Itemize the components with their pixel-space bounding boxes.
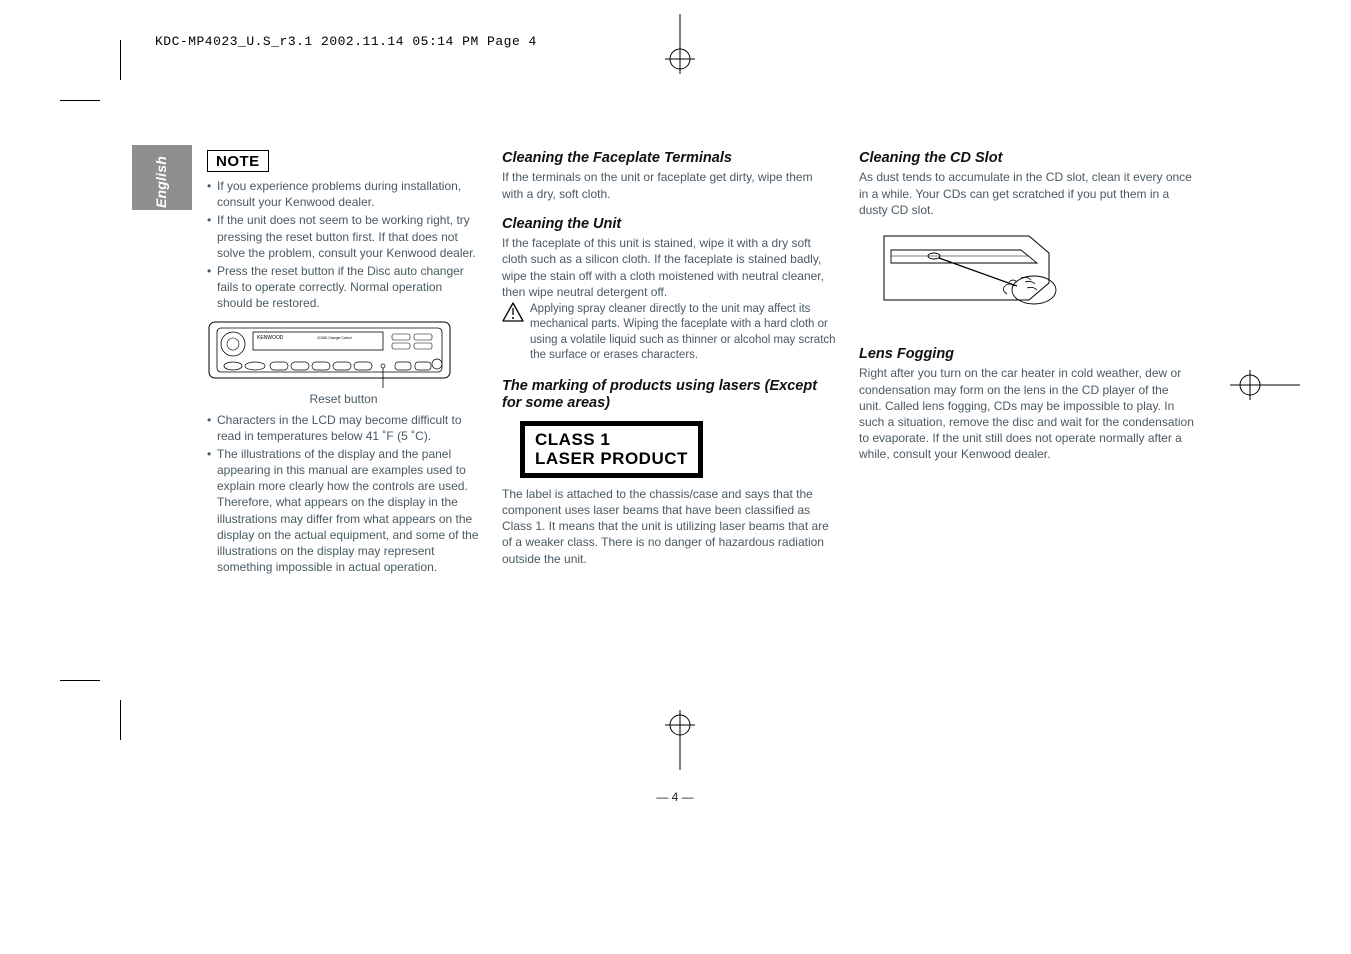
warning-text: Applying spray cleaner directly to the u…	[530, 302, 837, 364]
device-sub-text: CD/MD Changer Control	[317, 336, 352, 340]
registration-mark-right	[1230, 370, 1300, 405]
crop-mark	[120, 700, 121, 740]
note-list-top: If you experience problems during instal…	[207, 178, 480, 312]
language-label: English	[153, 156, 169, 208]
section-cleaning-unit: Cleaning the Unit If the faceplate of th…	[502, 216, 837, 364]
reset-caption: Reset button	[207, 392, 480, 406]
section-title: Cleaning the Unit	[502, 216, 837, 233]
section-body: If the faceplate of this unit is stained…	[502, 235, 837, 300]
laser-product-label: CLASS 1 LASER PRODUCT	[520, 421, 703, 478]
section-cd-slot: Cleaning the CD Slot As dust tends to ac…	[859, 150, 1194, 328]
section-lens-fogging: Lens Fogging Right after you turn on the…	[859, 346, 1194, 463]
laser-line1: CLASS 1	[535, 430, 688, 450]
section-body: Right after you turn on the car heater i…	[859, 365, 1194, 462]
warning-icon	[502, 302, 524, 327]
laser-line2: LASER PRODUCT	[535, 449, 688, 469]
section-laser: The marking of products using lasers (Ex…	[502, 378, 837, 567]
crop-mark	[120, 40, 121, 80]
note-heading: NOTE	[207, 150, 269, 172]
list-item: If the unit does not seem to be working …	[207, 212, 480, 261]
note-list-bottom: Characters in the LCD may become difficu…	[207, 412, 480, 576]
section-title: Cleaning the CD Slot	[859, 150, 1194, 167]
section-faceplate: Cleaning the Faceplate Terminals If the …	[502, 150, 837, 202]
section-body: As dust tends to accumulate in the CD sl…	[859, 169, 1194, 218]
section-title: Lens Fogging	[859, 346, 1194, 363]
crop-mark	[60, 100, 100, 101]
section-title: The marking of products using lasers (Ex…	[502, 378, 837, 413]
print-job-header: KDC-MP4023_U.S_r3.1 2002.11.14 05:14 PM …	[155, 34, 537, 49]
page-number: — 4 —	[135, 790, 1215, 804]
column-3: Cleaning the CD Slot As dust tends to ac…	[859, 150, 1194, 581]
device-brand-text: KENWOOD	[257, 335, 284, 341]
page-content: English NOTE If you experience problems …	[135, 150, 1215, 581]
section-body: If the terminals on the unit or faceplat…	[502, 169, 837, 201]
registration-mark-bottom	[665, 710, 695, 775]
list-item: Press the reset button if the Disc auto …	[207, 263, 480, 312]
list-item: The illustrations of the display and the…	[207, 446, 480, 576]
column-1: NOTE If you experience problems during i…	[135, 150, 480, 581]
section-title: Cleaning the Faceplate Terminals	[502, 150, 837, 167]
column-2: Cleaning the Faceplate Terminals If the …	[502, 150, 837, 581]
reset-button-figure: KENWOOD CD/MD Changer Control	[207, 320, 452, 390]
section-body: The label is attached to the chassis/cas…	[502, 486, 837, 567]
list-item: Characters in the LCD may become difficu…	[207, 412, 480, 444]
crop-mark	[60, 680, 100, 681]
registration-mark-top	[665, 14, 695, 79]
cd-slot-figure	[879, 228, 1194, 328]
list-item: If you experience problems during instal…	[207, 178, 480, 210]
